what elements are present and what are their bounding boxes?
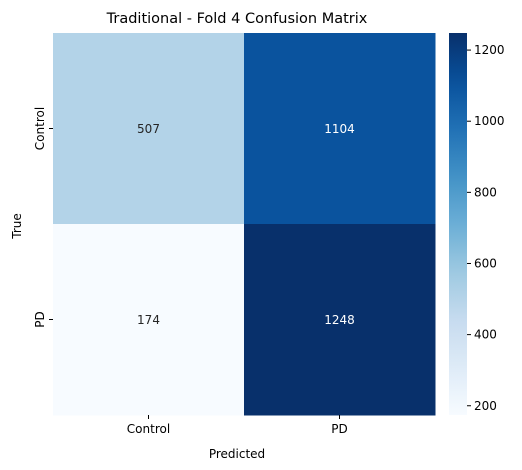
y-tick-label: PD — [33, 311, 47, 327]
colorbar-ticks: 200 400 600 800 1000 1200 — [467, 43, 505, 413]
cell-value-label: 1248 — [324, 313, 355, 327]
x-tick-label: Control — [127, 422, 170, 436]
heatmap-cell — [53, 224, 245, 416]
y-tick-label: Control — [33, 107, 47, 150]
x-tick-label: PD — [331, 422, 347, 436]
colorbar-tick-label: 200 — [474, 399, 497, 413]
colorbar-tick-label: 1200 — [474, 43, 505, 57]
cell-value-label: 507 — [137, 122, 160, 136]
heatmap-cell — [244, 33, 436, 225]
colorbar-tick-label: 400 — [474, 328, 497, 342]
colorbar-tick-label: 600 — [474, 256, 497, 270]
cell-value-label: 1104 — [324, 122, 355, 136]
x-axis-ticks: Control PD — [127, 415, 348, 436]
cell-value-label: 174 — [137, 313, 160, 327]
heatmap-cells: 507 1104 174 1248 — [53, 33, 436, 416]
colorbar-tick-label: 1000 — [474, 114, 505, 128]
heatmap-cell — [244, 224, 436, 416]
y-axis-ticks: Control PD — [33, 107, 53, 328]
x-axis-label: Predicted — [209, 447, 265, 461]
chart-title: Traditional - Fold 4 Confusion Matrix — [106, 11, 368, 27]
y-axis-label: True — [10, 213, 24, 240]
colorbar — [449, 33, 467, 415]
heatmap-cell — [53, 33, 245, 225]
colorbar-tick-label: 800 — [474, 185, 497, 199]
